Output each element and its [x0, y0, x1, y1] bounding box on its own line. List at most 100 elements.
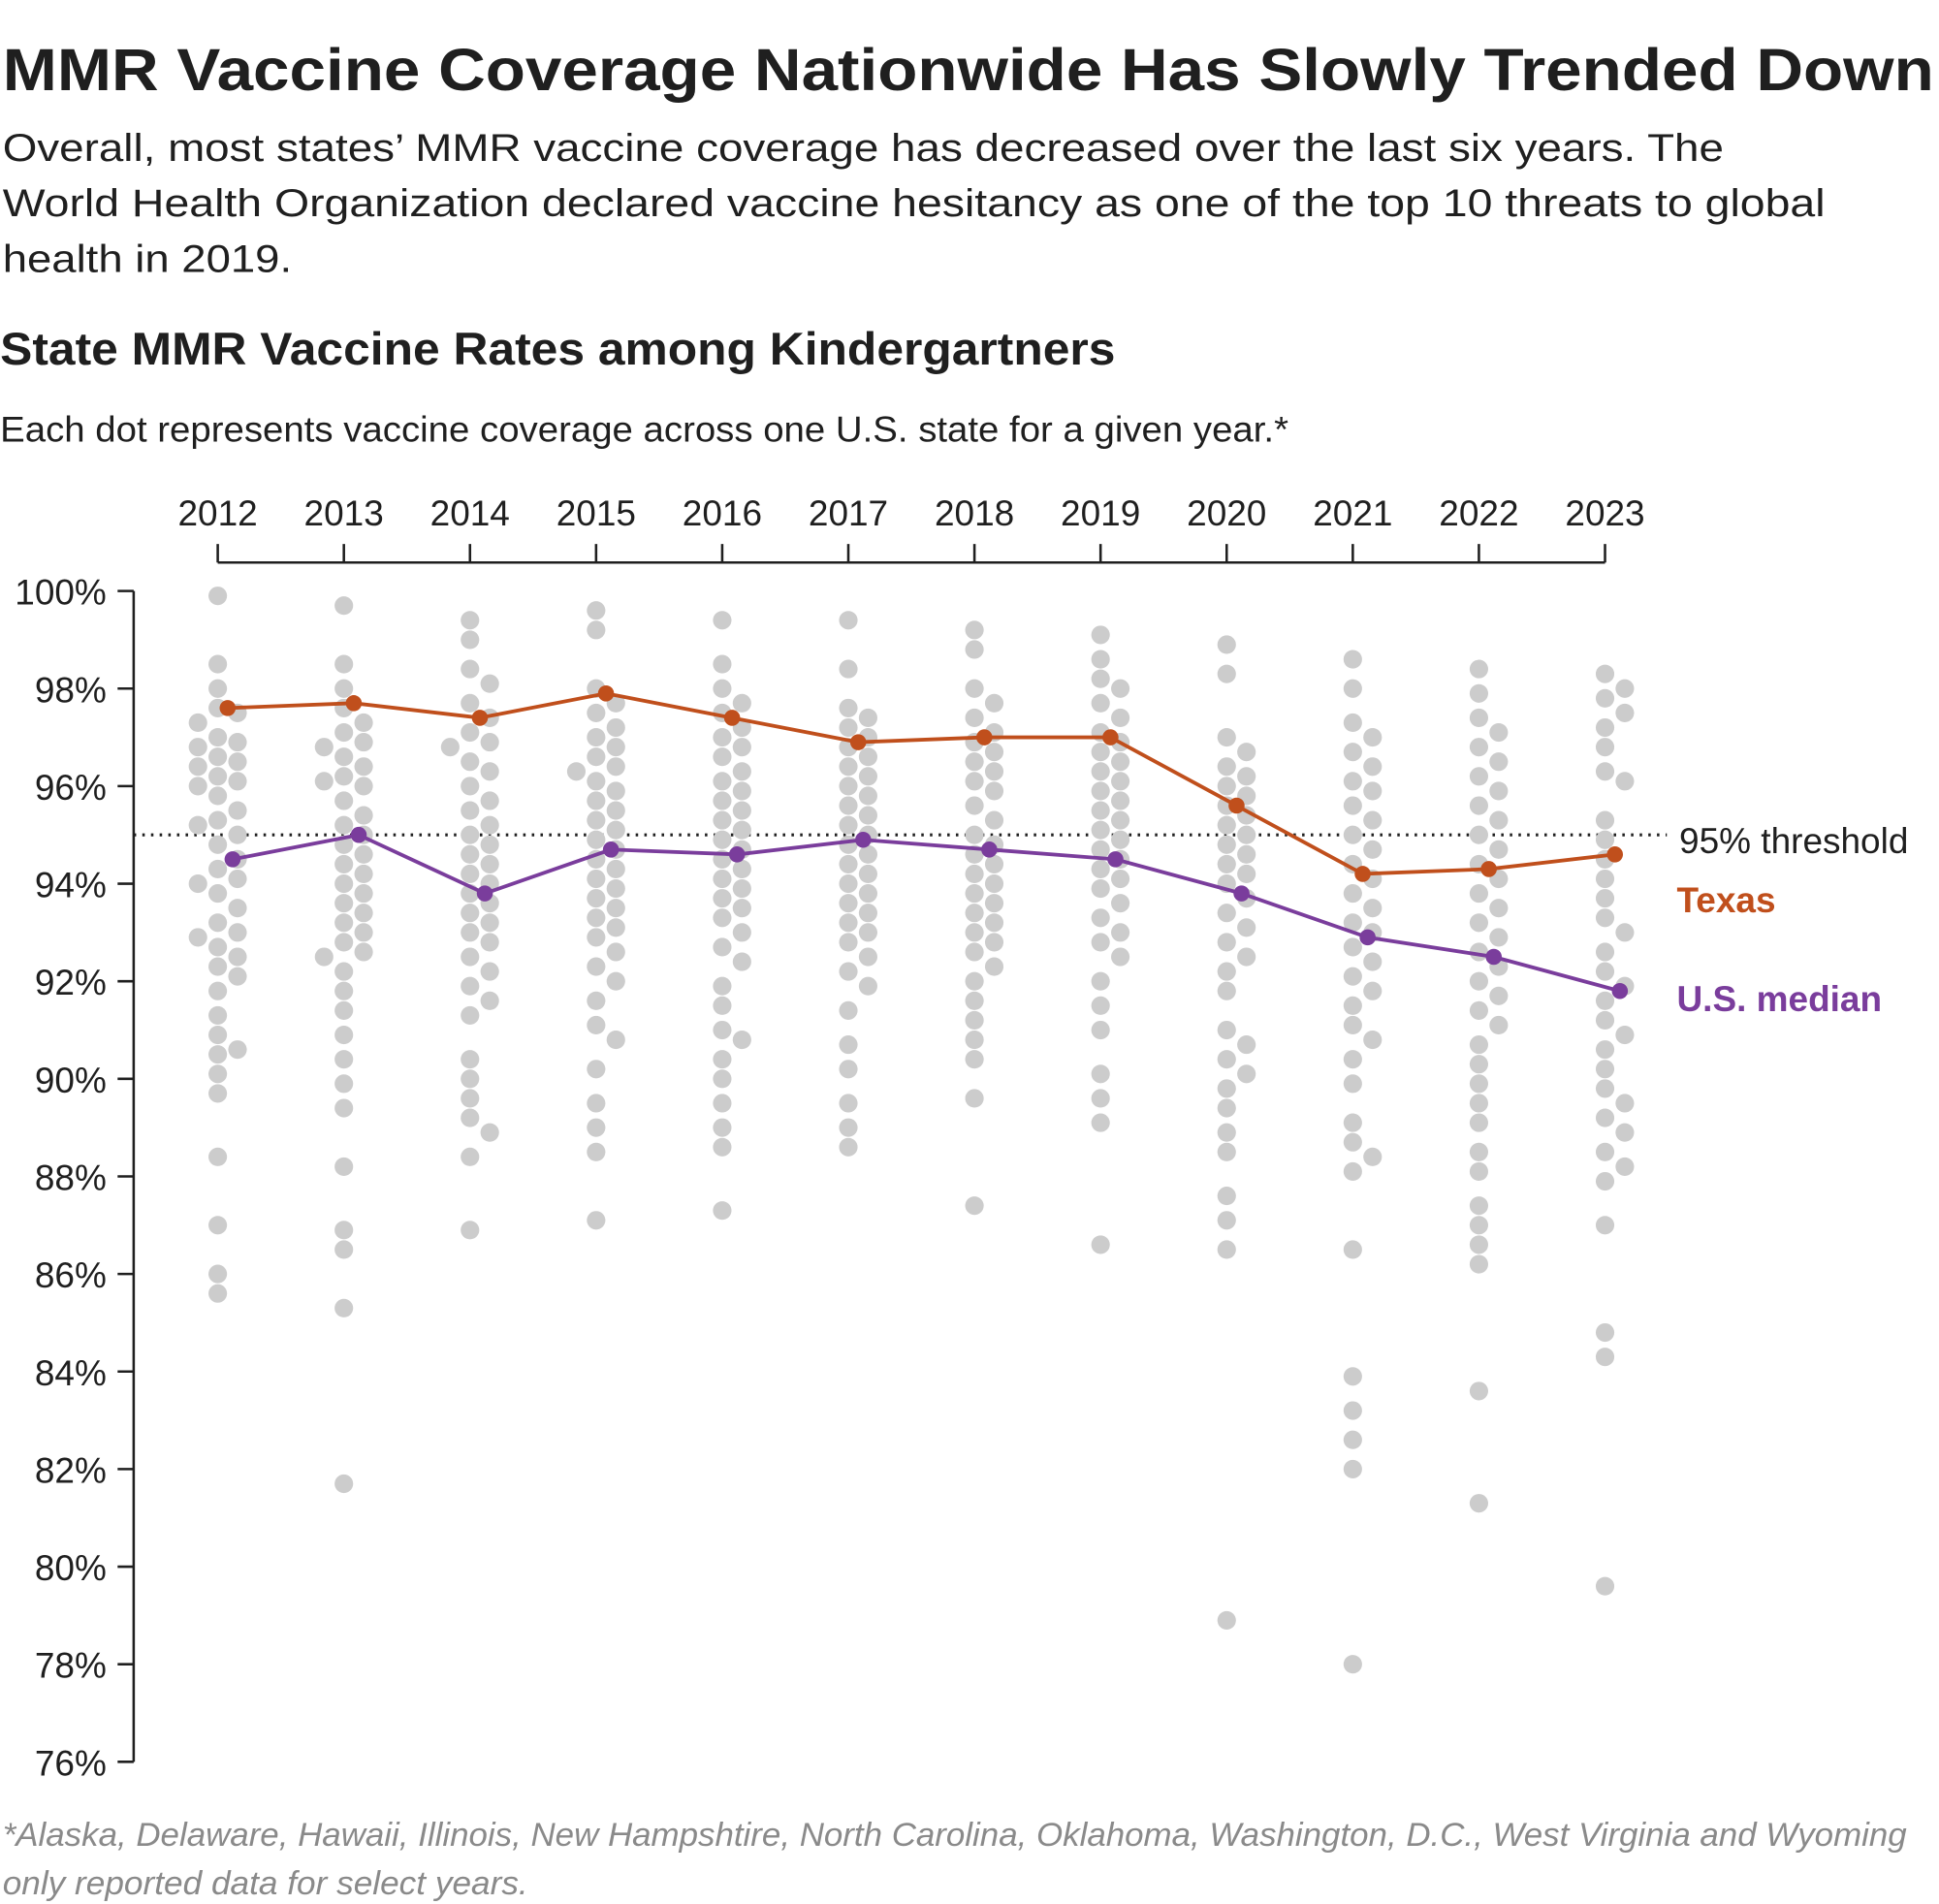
state-dot — [606, 942, 625, 962]
state-dot — [732, 923, 751, 942]
state-dot — [1217, 777, 1236, 796]
state-dot — [858, 947, 877, 967]
state-dot — [1363, 840, 1383, 859]
state-dot — [1091, 625, 1110, 645]
state-dot — [984, 693, 1004, 713]
state-dot — [1363, 1147, 1383, 1166]
state-dot — [1489, 722, 1509, 743]
state-dot — [1217, 1610, 1236, 1630]
legend-texas: Texas — [1676, 880, 1775, 920]
y-tick-label: 78% — [35, 1646, 107, 1686]
state-dot — [1343, 937, 1362, 957]
state-dot — [732, 899, 751, 918]
state-dot — [1237, 918, 1256, 937]
state-dot — [839, 1000, 858, 1020]
state-dot — [188, 873, 207, 894]
state-dot — [732, 1031, 751, 1050]
state-dot — [461, 825, 480, 844]
state-dot — [1469, 884, 1488, 904]
state-dot — [1595, 1171, 1615, 1191]
us-median-point — [224, 851, 241, 868]
state-dot — [965, 1010, 984, 1031]
state-dot — [713, 1201, 732, 1221]
state-dot — [480, 733, 499, 752]
state-dot — [461, 976, 480, 996]
state-dot — [839, 962, 858, 981]
state-dot — [354, 844, 373, 864]
state-dot — [965, 752, 984, 772]
state-dot — [208, 1025, 228, 1045]
state-dot — [1237, 743, 1256, 762]
y-tick-label: 76% — [35, 1743, 107, 1783]
state-dot — [354, 942, 373, 962]
state-dot — [965, 1196, 984, 1216]
state-dot — [461, 722, 480, 743]
page-title: MMR Vaccine Coverage Nationwide Has Slow… — [3, 37, 1934, 103]
state-dot — [587, 869, 606, 889]
state-dot — [314, 772, 334, 791]
state-dot — [1615, 1025, 1635, 1045]
x-tick-label: 2012 — [177, 493, 257, 533]
state-dot — [587, 810, 606, 830]
state-dot — [1217, 1142, 1236, 1161]
state-dot — [732, 879, 751, 899]
state-dot — [461, 777, 480, 796]
state-dot — [1217, 933, 1236, 952]
state-dot — [587, 1015, 606, 1035]
texas-point — [1102, 729, 1119, 746]
state-dot — [188, 815, 207, 835]
state-dot — [480, 933, 499, 952]
state-dot — [713, 1094, 732, 1113]
state-dot — [965, 991, 984, 1010]
state-dot — [1363, 981, 1383, 1000]
state-dot — [839, 659, 858, 679]
state-dot — [1237, 844, 1256, 864]
state-dot — [208, 786, 228, 806]
y-tick-label: 98% — [35, 670, 107, 710]
state-dot — [208, 859, 228, 879]
state-dot — [1343, 679, 1362, 698]
state-dot — [984, 933, 1004, 952]
us-median-point — [476, 885, 493, 902]
state-dot — [713, 679, 732, 698]
state-dot — [1615, 772, 1635, 791]
state-dot — [1217, 962, 1236, 981]
state-dot — [839, 815, 858, 835]
state-dot — [713, 1020, 732, 1040]
state-dot — [965, 708, 984, 728]
state-dot — [1595, 991, 1615, 1010]
state-dot — [713, 611, 732, 630]
state-dot — [1469, 683, 1488, 703]
state-dot — [1595, 1576, 1615, 1596]
state-dot — [839, 698, 858, 717]
state-dot — [1217, 1020, 1236, 1040]
state-dot — [480, 962, 499, 981]
state-dot — [1489, 1015, 1509, 1035]
state-dot — [587, 1142, 606, 1161]
state-dot — [1343, 884, 1362, 904]
state-dot — [480, 815, 499, 835]
state-dot — [858, 976, 877, 996]
state-dot — [1091, 1020, 1110, 1040]
state-dot — [713, 654, 732, 674]
state-dot — [587, 703, 606, 722]
state-dot — [1363, 952, 1383, 971]
state-dot — [1217, 1050, 1236, 1069]
state-dot — [354, 757, 373, 777]
state-dot — [1217, 1098, 1236, 1118]
state-dot — [713, 908, 732, 928]
state-dot — [334, 894, 354, 913]
state-dot — [1091, 801, 1110, 820]
state-dot — [480, 991, 499, 1010]
state-dot — [587, 772, 606, 791]
state-dot — [1595, 1216, 1615, 1235]
state-dot — [1111, 810, 1130, 830]
state-dot — [208, 587, 228, 606]
state-dot — [732, 762, 751, 781]
state-dot — [1595, 908, 1615, 928]
state-dot — [965, 904, 984, 923]
state-dot — [1595, 1040, 1615, 1060]
state-dot — [1091, 762, 1110, 781]
state-dot — [965, 796, 984, 815]
state-dot — [461, 844, 480, 864]
